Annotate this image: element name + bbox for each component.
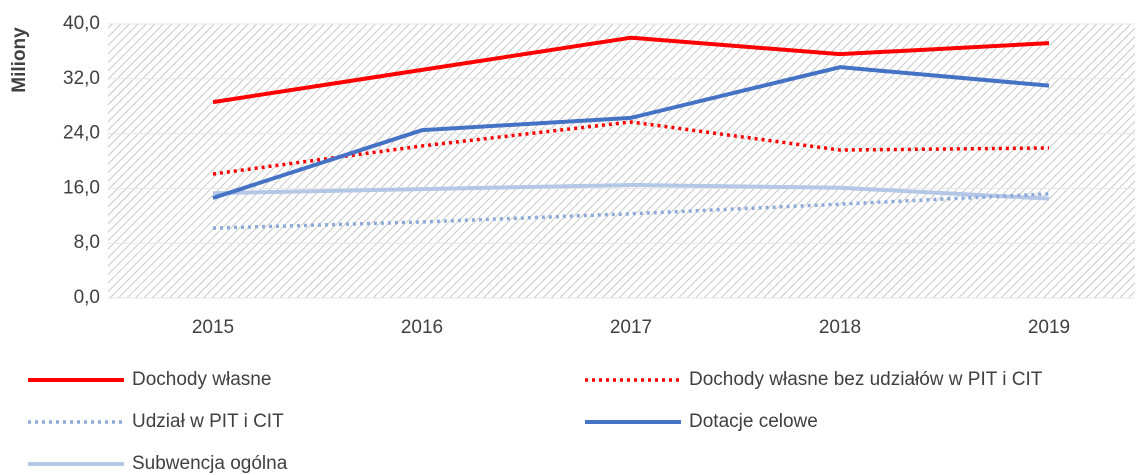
- y-tick-label: 0,0: [74, 287, 100, 308]
- y-tick-label: 8,0: [74, 232, 100, 253]
- legend-label: Udział w PIT i CIT: [132, 411, 284, 432]
- series-line: [212, 35, 1050, 105]
- series-line: [212, 182, 1050, 201]
- x-tick-label: 2016: [401, 317, 443, 338]
- y-axis-label: Miliony: [9, 27, 30, 93]
- y-tick-label: 40,0: [63, 13, 100, 34]
- legend-label: Dotacje celowe: [689, 411, 818, 432]
- y-tick-label: 24,0: [63, 123, 100, 144]
- y-tick-label: 16,0: [63, 177, 100, 198]
- plot-area: [108, 24, 1135, 298]
- x-tick-label: 2018: [819, 317, 861, 338]
- legend-label: Dochody własne: [132, 369, 271, 390]
- x-tick-label: 2017: [610, 317, 652, 338]
- series-line: [212, 65, 1050, 200]
- legend-label: Dochody własne bez udziałów w PIT i CIT: [689, 369, 1043, 390]
- legend-label: Subwencja ogólna: [132, 453, 288, 474]
- y-tick-label: 32,0: [63, 68, 100, 89]
- x-tick-label: 2019: [1028, 317, 1070, 338]
- series-line: [212, 120, 1050, 176]
- x-tick-label: 2015: [192, 317, 234, 338]
